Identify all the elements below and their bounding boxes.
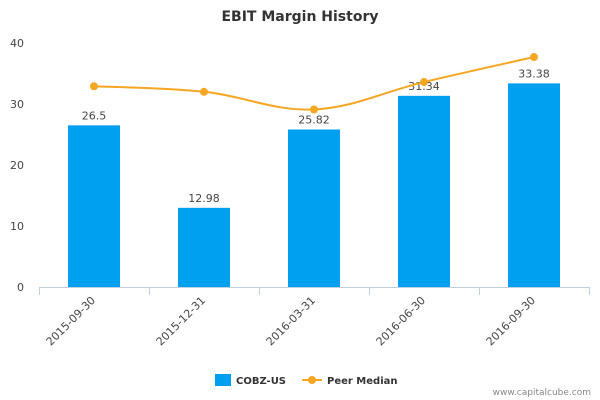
bar-data-label: 12.98	[188, 192, 220, 205]
bar	[288, 129, 340, 287]
peer-median-line	[93, 56, 535, 111]
peer-median-marker	[310, 105, 318, 114]
bar-series	[68, 83, 560, 288]
x-axis: 2015-09-30 2015-12-31 2016-03-31 2016-06-30…	[39, 287, 590, 348]
y-tick-label: 0	[17, 281, 24, 294]
bar	[68, 125, 120, 287]
y-tick-label: 40	[10, 37, 24, 50]
y-tick-label: 20	[10, 159, 24, 172]
bar-data-label: 33.38	[518, 67, 550, 80]
y-tick-label: 10	[10, 220, 24, 233]
peer-median-marker	[200, 87, 208, 96]
bar	[398, 95, 450, 288]
legend-label-bar: COBZ-US	[236, 376, 286, 387]
line-series	[90, 53, 538, 114]
x-tick-label: 2016-06-30	[374, 294, 428, 348]
bar	[178, 207, 230, 287]
y-axis: 0 10 20 30 40	[10, 37, 24, 294]
legend-swatch-bar	[215, 374, 231, 386]
x-tick-label: 2016-09-30	[484, 294, 538, 348]
legend: COBZ-US Peer Median	[215, 374, 398, 387]
bar-data-label: 26.5	[82, 109, 107, 122]
x-tick-label: 2016-03-31	[264, 294, 318, 348]
x-tick-label: 2015-12-31	[154, 294, 208, 348]
peer-median-marker	[420, 78, 428, 87]
legend-swatch-marker	[308, 376, 316, 384]
y-tick-label: 30	[10, 98, 24, 111]
peer-median-marker	[90, 82, 98, 91]
bar	[508, 83, 560, 287]
x-tick-label: 2015-09-30	[44, 294, 98, 348]
peer-median-marker	[530, 53, 538, 62]
legend-label-line: Peer Median	[327, 376, 398, 387]
credit-text: www.capitalcube.com	[493, 388, 591, 398]
chart-title: EBIT Margin History	[221, 9, 378, 25]
bar-data-label: 25.82	[298, 113, 330, 126]
